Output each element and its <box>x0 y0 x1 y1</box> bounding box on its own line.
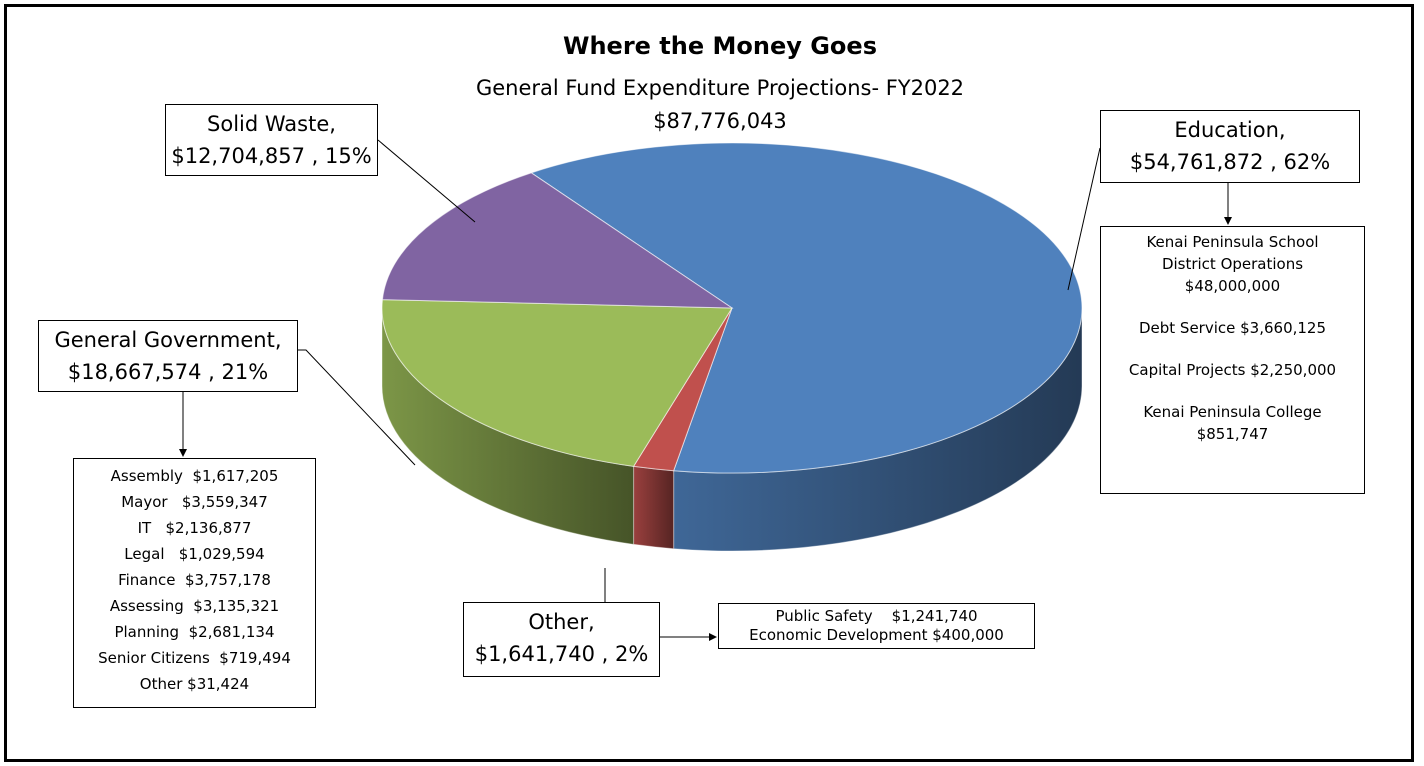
value-label: $1,641,740 , 2% <box>474 642 649 666</box>
leader-line <box>1067 147 1101 291</box>
leader-line <box>298 349 416 466</box>
slice <box>381 299 733 467</box>
category-label: Other, <box>528 610 595 634</box>
breakdown-box: Assembly $1,617,205 Mayor $3,559,347 IT $2… <box>73 458 316 708</box>
breakdown-item: Senior Citizens $719,494 <box>98 649 291 667</box>
breakdown-item: Planning $2,681,134 <box>114 623 275 641</box>
value-label: $54,761,872 , 62% <box>1129 150 1331 174</box>
breakdown-item: Other $31,424 <box>139 675 250 693</box>
category-label: Education, <box>1174 118 1286 142</box>
breakdown-box: Kenai Peninsula School District Operatio… <box>1100 226 1365 494</box>
value-label: $18,667,574 , 21% <box>67 360 269 384</box>
slice-label: Education, $54,761,872 , 62% <box>1100 110 1360 183</box>
slice-label: General Government, $18,667,574 , 21% <box>38 320 298 392</box>
slice <box>530 142 1083 474</box>
breakdown-item: Economic Development $400,000 <box>749 626 1004 644</box>
breakdown-item: Kenai Peninsula School District Operatio… <box>1146 233 1324 295</box>
breakdown-item: IT $2,136,877 <box>137 519 252 537</box>
leader-line <box>377 139 476 223</box>
chart-subtitle: General Fund Expenditure Projections- FY… <box>475 76 965 100</box>
slice <box>381 172 734 309</box>
breakdown-item: Debt Service $3,660,125 <box>1138 319 1327 337</box>
frame <box>4 4 1414 762</box>
breakdown-item: Public Safety $1,241,740 <box>775 607 978 625</box>
category-label: Solid Waste, <box>207 112 336 136</box>
breakdown-item: Mayor $3,559,347 <box>121 493 268 511</box>
breakdown-box: Public Safety $1,241,740 Economic Develop… <box>718 603 1035 649</box>
slice-side <box>633 465 675 550</box>
breakdown-item: Kenai Peninsula College $851,747 <box>1143 403 1327 443</box>
value-label: $12,704,857 , 15% <box>171 144 372 168</box>
breakdown-item: Legal $1,029,594 <box>124 545 265 563</box>
breakdown-item: Capital Projects $2,250,000 <box>1128 361 1337 379</box>
breakdown-item: Assembly $1,617,205 <box>110 467 279 485</box>
chart-title: Where the Money Goes <box>563 32 877 60</box>
breakdown-item: Finance $3,757,178 <box>118 571 271 589</box>
slice-label: Other, $1,641,740 , 2% <box>463 602 660 677</box>
chart-total: $87,776,043 <box>653 109 787 133</box>
breakdown-item: Assessing $3,135,321 <box>109 597 280 615</box>
slice-label: Solid Waste, $12,704,857 , 15% <box>165 104 378 176</box>
category-label: General Government, <box>54 328 282 352</box>
